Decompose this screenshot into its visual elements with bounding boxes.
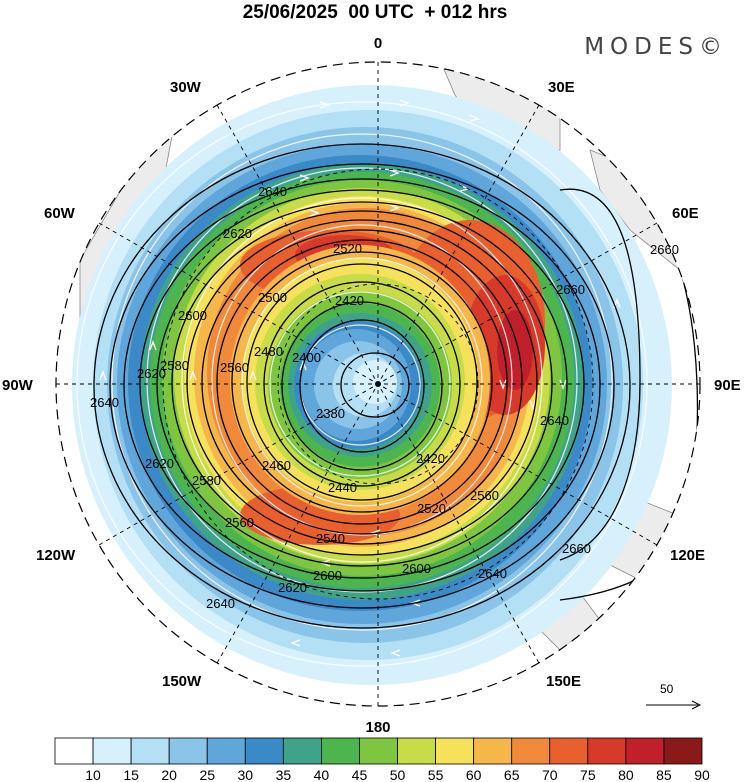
contour-label: 2520 [417,501,446,516]
contour-label: 2580 [192,473,221,488]
lon-label-120w: 120W [36,547,76,564]
contour-label: 2400 [292,350,321,365]
contour-label: 2660 [556,282,585,297]
lon-label-180: 180 [365,719,390,736]
brand-logo: MODES© [584,34,728,60]
colorbar-tick-label: 20 [161,767,177,782]
contour-label: 2380 [316,406,345,421]
colorbar-tick-label: 15 [123,767,139,782]
colorbar-swatch [435,737,475,765]
contour-label: 2500 [258,290,287,305]
colorbar-swatch [54,737,94,765]
contour-label: 2640 [478,566,507,581]
colorbar-swatch [511,737,551,765]
contour-label: 2620 [278,580,307,595]
colorbar-swatch [473,737,513,765]
colorbar-swatch [587,737,627,765]
colorbar-swatch [130,737,170,765]
contour-label: 2600 [402,561,431,576]
colorbar-swatch [321,737,360,765]
contour-label: 2620 [145,456,174,471]
colorbar-swatch [244,737,284,765]
colorbar-swatch [168,737,208,765]
colorbar-swatch [92,737,132,765]
reference-vector-label: 50 [660,682,674,696]
contour-label: 2560 [470,488,499,503]
longitude-labels: 0 30E 60E 90E 120E 150E 180 150W 120W 90… [2,35,741,736]
colorbar-swatch [625,737,665,765]
contour-label: 2480 [254,344,283,359]
contour-label: 2580 [160,358,189,373]
colorbar-swatch [206,737,246,765]
contour-label: 2600 [313,568,342,583]
contour-label: 2640 [258,184,287,199]
colorbar-swatch [397,737,436,765]
pole-marker [375,381,381,387]
colorbar-tick-label: 70 [542,767,558,782]
streamlines [76,101,648,667]
contour-label: 2620 [223,226,252,241]
contour-label: 2520 [333,241,362,256]
contour-label: 2540 [316,531,345,546]
reference-vector [646,700,702,710]
colorbar-swatch [549,737,589,765]
contour-label: 2620 [137,366,166,381]
colorbar-tick-label: 30 [238,767,254,782]
lon-label-60e: 60E [672,205,699,222]
contour-labels: 2640 2640 2640 2640 2640 2620 2620 2620 … [90,184,679,611]
map-title: 25/06/2025 00 UTC + 012 hrs [242,2,508,23]
contour-label: 2460 [262,458,291,473]
contour-label: 2640 [540,413,569,428]
contour-label: 2640 [206,596,235,611]
lon-label-150w: 150W [162,673,202,690]
colorbar-tick-label: 25 [199,767,215,782]
colorbar-tick-label: 35 [276,767,292,782]
contour-label: 2560 [225,515,254,530]
colorbar-tick-label: 45 [352,767,368,782]
height-contours [93,143,699,629]
colorbar-swatch [663,737,703,765]
lon-label-90w: 90W [2,377,34,394]
colorbar-swatch [359,737,398,765]
streamline-arrowheads [99,99,621,657]
contour-label: 2660 [562,541,591,556]
colorbar-tick-label: 40 [314,767,330,782]
contour-label: 2560 [220,360,249,375]
colorbar-tick-label: 65 [504,767,520,782]
colorbar-tick-label: 50 [390,767,406,782]
colorbar-tick-label: 90 [694,767,710,782]
colorbar-tick-label: 55 [428,767,444,782]
contour-label: 2640 [90,395,119,410]
map-boundary [55,61,701,707]
lon-label-30w: 30W [170,79,202,96]
lon-label-0: 0 [374,35,382,52]
lon-label-120e: 120E [670,547,705,564]
contour-label: 2660 [650,242,679,257]
colorbar-tick-label: 10 [85,767,101,782]
lon-label-60w: 60W [44,205,76,222]
colorbar-tick-label: 85 [656,767,672,782]
wind-speed-shading [72,85,672,685]
lon-label-30e: 30E [548,79,575,96]
colorbar-tick-label: 75 [580,767,596,782]
contour-label: 2440 [328,480,357,495]
lon-label-150e: 150E [546,673,581,690]
colorbar: 10 15 20 25 30 35 40 45 50 55 60 65 70 75 80 85 90 [54,737,710,782]
colorbar-tick-label: 80 [618,767,634,782]
contour-label: 2420 [416,451,445,466]
lon-label-90e: 90E [714,377,741,394]
contour-label: 2600 [178,308,207,323]
colorbar-swatch [282,737,322,765]
contour-label: 2420 [335,293,364,308]
colorbar-tick-label: 60 [466,767,482,782]
